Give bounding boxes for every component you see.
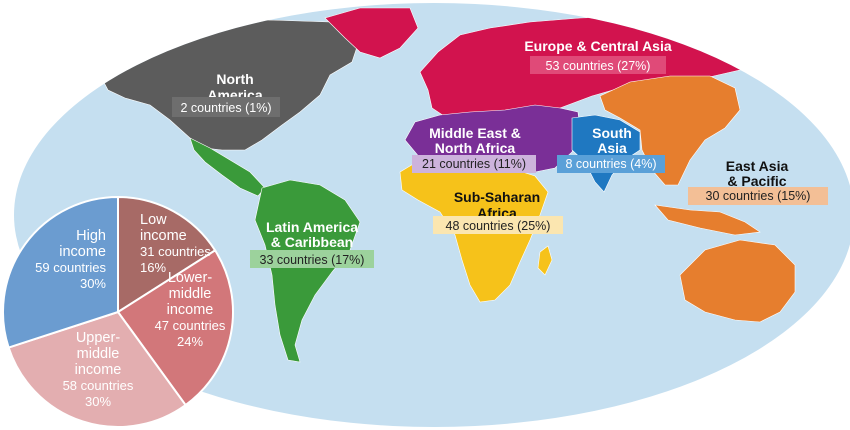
region-east-asia-pacific [599, 75, 741, 186]
pie-label-high-income: High income 59 countries 30% [35, 228, 106, 291]
region-greenland [324, 7, 419, 59]
region-australia [679, 239, 796, 323]
pie-slice-upper-middle-income [7, 310, 187, 428]
lac-count: 33 countries (17%) [260, 253, 365, 267]
europe-central-asia-title: Europe & Central Asia [524, 38, 672, 54]
pie-slice-lower-middle-income [116, 248, 234, 407]
ssa-count-box [433, 216, 563, 234]
south-asia-title-line2: Asia [597, 140, 627, 156]
lac-title-line2: & Caribbean [271, 234, 353, 250]
region-central-america [189, 137, 266, 197]
east-asia-title-line2: & Pacific [727, 173, 786, 189]
pie-label-low-income: Low income 31 countries 16% [140, 212, 211, 275]
lac-title-line1: Latin America [266, 219, 358, 235]
east-asia-count-box [688, 187, 828, 205]
lac-count-box [250, 250, 374, 268]
north-america-title-line1: North [216, 71, 253, 87]
east-asia-title-line1: East Asia [726, 158, 789, 174]
ssa-count: 48 countries (25%) [446, 219, 551, 233]
label-east-asia-pacific: East Asia & Pacific 30 countries (15%) [688, 158, 828, 205]
label-north-america: North America 2 countries (1%) [172, 71, 280, 117]
mena-title-line1: Middle East & [429, 125, 521, 141]
pie-slice-low-income [117, 195, 217, 314]
region-southeast-asia-islands [654, 204, 761, 236]
ssa-title-line1: Sub-Saharan [454, 189, 540, 205]
pie-label-upper-middle-income: Upper-middle income 58 countries 30% [63, 330, 134, 409]
label-middle-east-north-africa: Middle East & North Africa 21 countries … [412, 125, 536, 173]
mena-title-line2: North Africa [435, 140, 516, 156]
north-america-count: 2 countries (1%) [180, 101, 271, 115]
label-europe-central-asia: Europe & Central Asia 53 countries (27%) [524, 38, 672, 74]
region-madagascar [537, 245, 553, 276]
label-latin-america-caribbean: Latin America & Caribbean 33 countries (… [250, 219, 374, 268]
south-asia-title-line1: South [592, 125, 632, 141]
south-asia-count-box [557, 155, 665, 173]
pie-slice-high-income [2, 195, 119, 349]
east-asia-count: 30 countries (15%) [706, 189, 811, 203]
mena-count: 21 countries (11%) [422, 157, 526, 171]
pie-label-lower-middle-income: Lower-middle income 47 countries 24% [155, 270, 226, 349]
label-south-asia: South Asia 8 countries (4%) [557, 125, 665, 173]
mena-count-box [412, 155, 536, 173]
europe-central-asia-count-box [530, 56, 666, 74]
label-sub-saharan-africa: Sub-Saharan Africa 48 countries (25%) [433, 189, 563, 234]
north-america-count-box [172, 97, 280, 117]
europe-central-asia-count: 53 countries (27%) [546, 59, 651, 73]
south-asia-count: 8 countries (4%) [565, 157, 656, 171]
region-south-america [254, 179, 361, 363]
region-new-zealand [805, 311, 827, 351]
income-pie-chart: Low income 31 countries 16%Lower-middle inco… [2, 195, 234, 428]
